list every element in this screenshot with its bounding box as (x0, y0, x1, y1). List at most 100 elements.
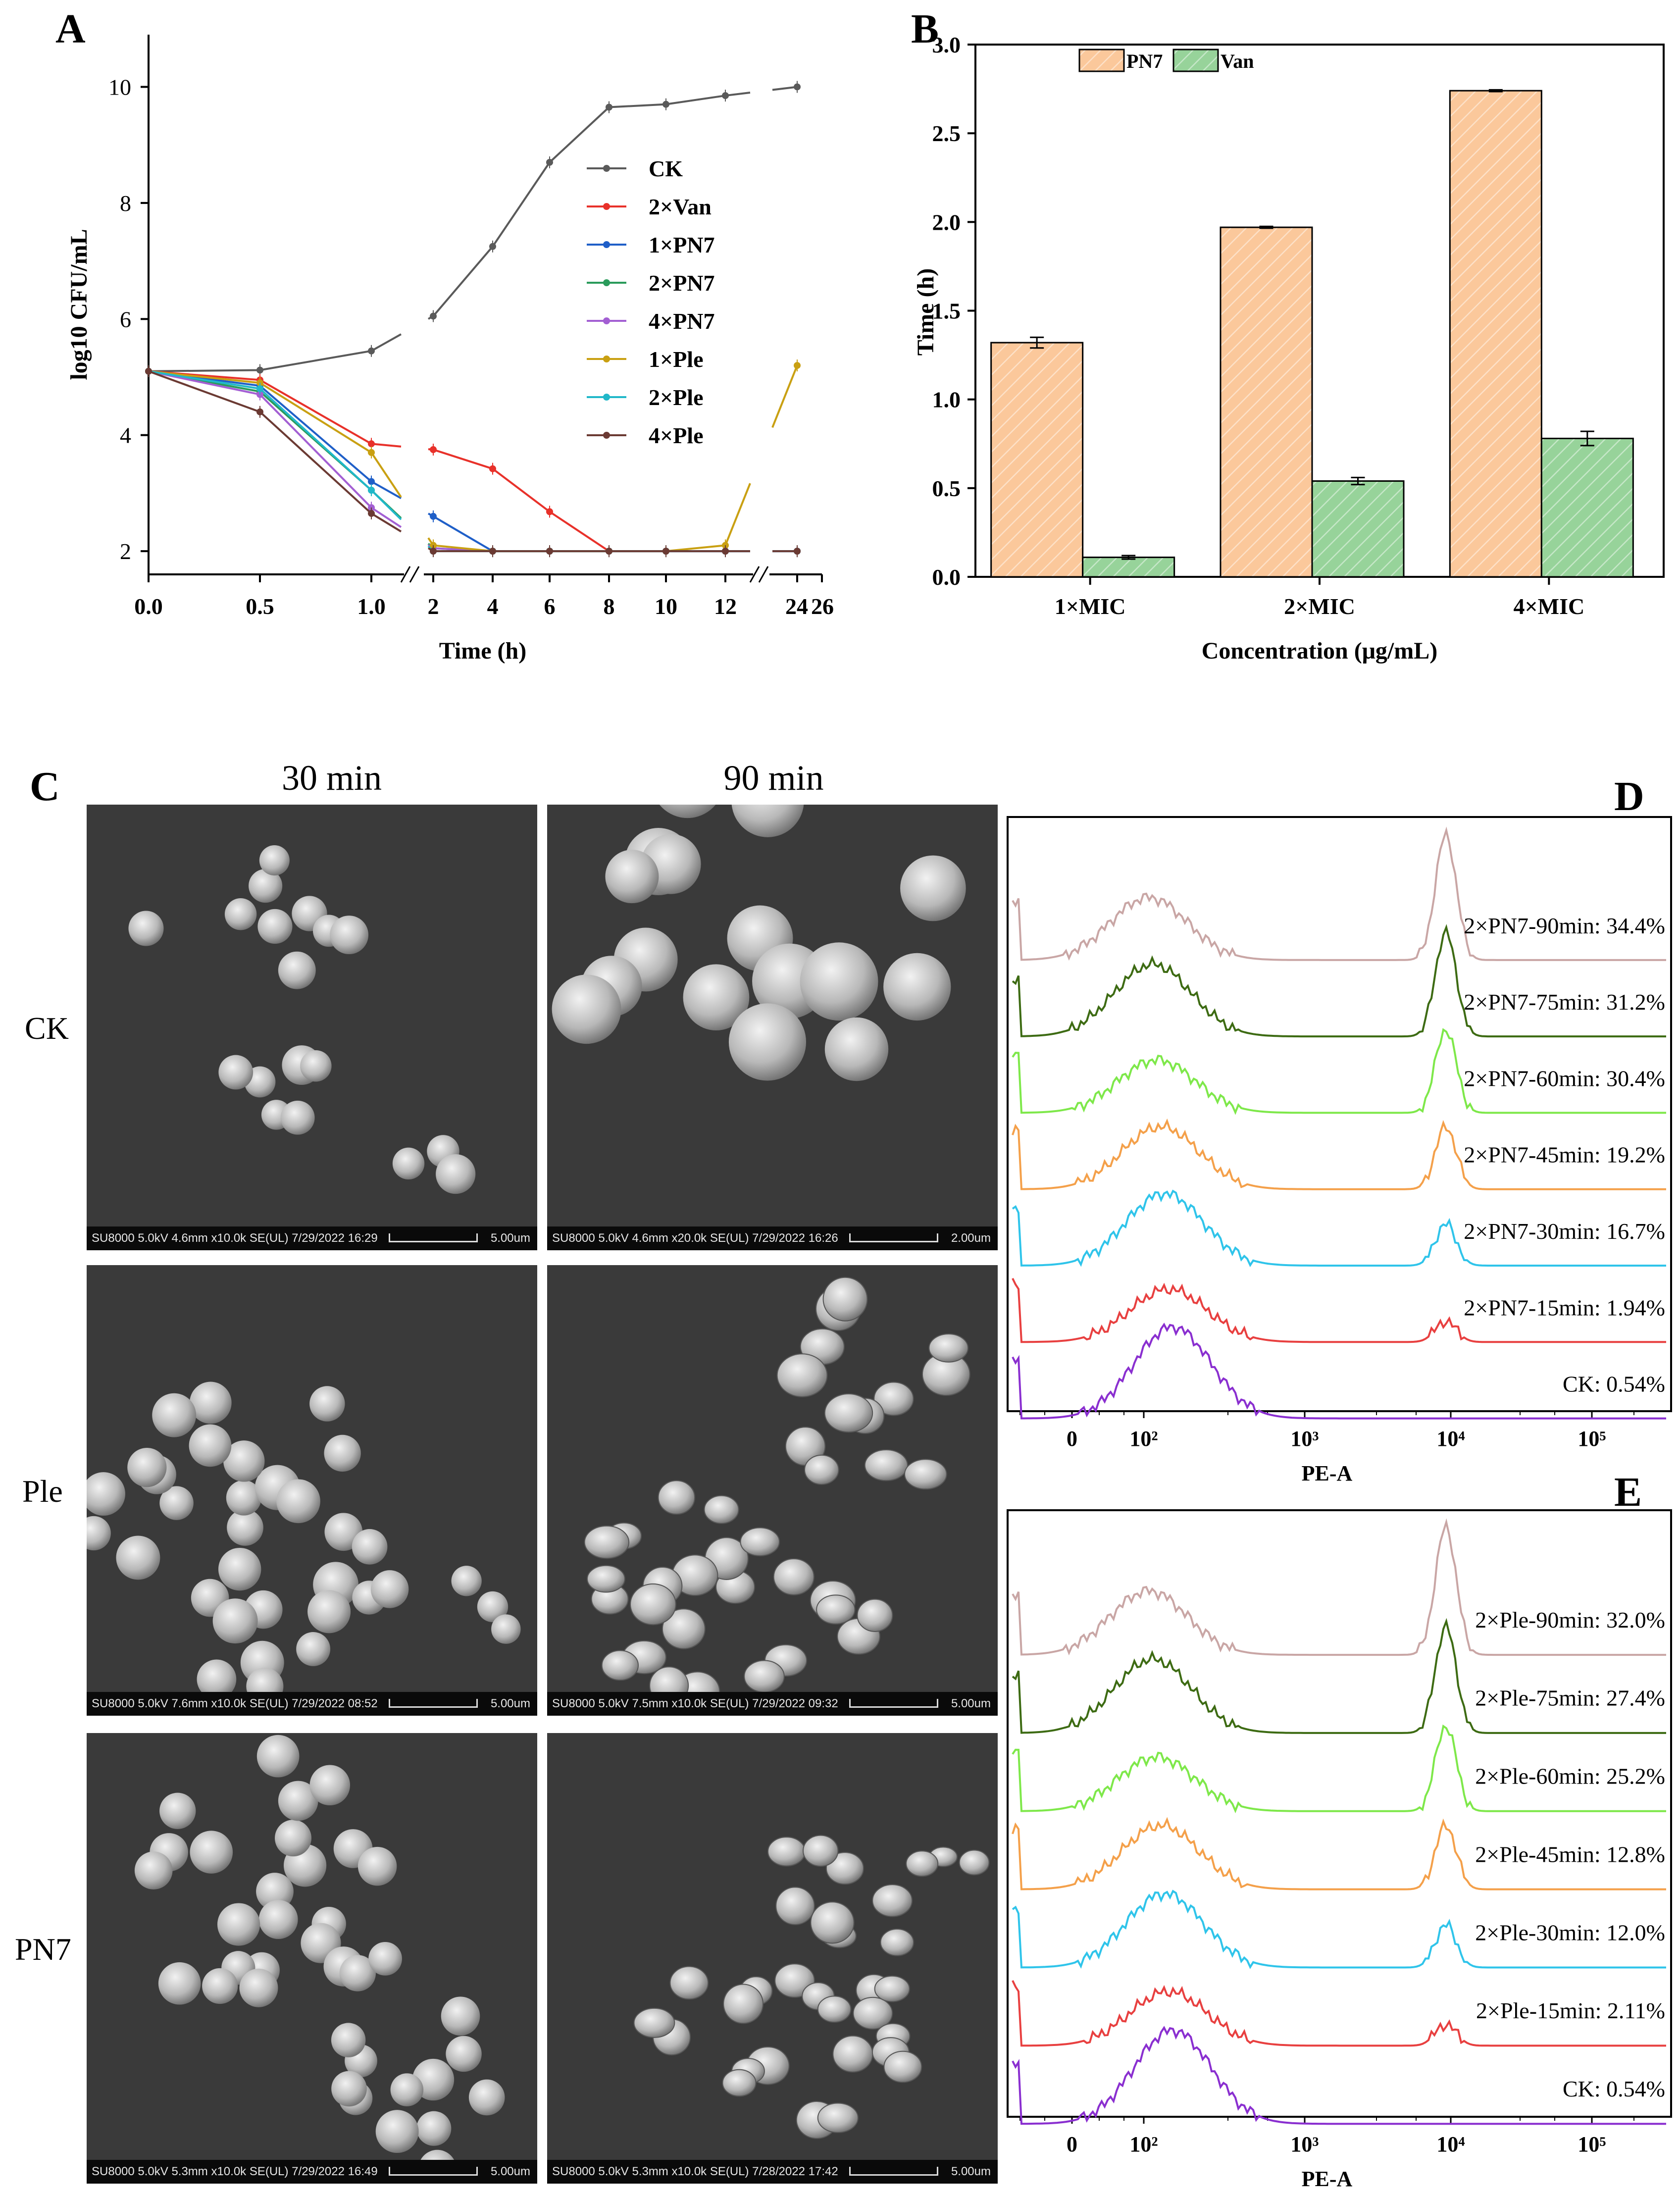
x-tick-label: 26 (811, 594, 834, 619)
sem-info-text: SU8000 5.0kV 7.6mm x10.0k SE(UL) 7/29/20… (92, 1697, 378, 1710)
bar-PN7-1×MIC (990, 342, 1084, 578)
bacterial-cell (816, 1594, 856, 1625)
sem-scale-label: 2.00um (951, 1231, 991, 1245)
bacterial-cell (824, 1393, 873, 1433)
x-axis-label: Concentration (μg/mL) (1202, 638, 1437, 664)
x-axis-label: PE-A (1302, 1461, 1353, 1485)
bacterial-cell (226, 1480, 261, 1516)
y-axis-label: Time (h) (913, 268, 939, 356)
trace-label: 2×Ple-60min: 25.2% (1475, 1764, 1665, 1789)
bacterial-cell (276, 1479, 320, 1524)
histogram-trace (1012, 1618, 1666, 1734)
sem-image-pn7-90min: SU8000 5.0kV 5.3mm x10.0k SE(UL) 7/28/20… (547, 1733, 998, 2184)
sem-info-bar: SU8000 5.0kV 5.3mm x10.0k SE(UL) 7/29/20… (87, 2160, 537, 2184)
bacterial-cell (451, 1566, 482, 1596)
bacterial-cell (649, 1666, 689, 1692)
bacterial-cell (776, 1353, 828, 1397)
bar-PN7-4×MIC (1449, 90, 1542, 578)
bacterial-cell (352, 1529, 388, 1565)
bacterial-cell (256, 1735, 300, 1778)
bacterial-cell (658, 1480, 696, 1515)
bacterial-cell (330, 916, 369, 955)
bacterial-cell (659, 805, 716, 818)
x-tick-label: 10⁵ (1578, 1427, 1606, 1451)
sem-scale-label: 5.00um (490, 2165, 530, 2178)
sem-info-text: SU8000 5.0kV 5.3mm x10.0k SE(UL) 7/28/20… (552, 2165, 838, 2178)
bacterial-cell (904, 1459, 947, 1490)
trace-label: CK: 0.54% (1563, 1372, 1665, 1397)
sem-info-text: SU8000 5.0kV 4.6mm x10.0k SE(UL) 7/29/20… (92, 1231, 378, 1245)
sem-scale-label: 5.00um (951, 1697, 991, 1710)
scale-bar (849, 1233, 938, 1242)
legend-label: Van (1221, 50, 1254, 72)
y-tick-label: 10 (108, 74, 131, 100)
axis-break-mark (400, 566, 411, 583)
histogram-trace (1012, 1118, 1666, 1190)
trace-label: 2×PN7-75min: 31.2% (1464, 989, 1665, 1015)
flow-cytometry-histogram-pn7: 0 10² 10³ 10⁴ 10⁵ PE-A 2×PN7-90min: 34.4% 2×PN7… (1007, 816, 1672, 1485)
sem-micrograph (87, 1265, 537, 1692)
bacterial-cell (662, 1608, 706, 1649)
sem-column-label-90min: 90 min (723, 758, 824, 798)
bacterial-cell (87, 1516, 111, 1551)
bar-Van-4×MIC (1540, 438, 1634, 578)
bacterial-cell (159, 1792, 196, 1829)
panel-letter-c: C (30, 764, 60, 810)
bacterial-cell (87, 1472, 125, 1516)
bacterial-cell (744, 1660, 785, 1692)
bacterial-cell (390, 2073, 424, 2106)
bacterial-cell (223, 1440, 265, 1482)
sem-info-text: SU8000 5.0kV 7.5mm x10.0k SE(UL) 7/29/20… (552, 1697, 838, 1710)
bacterial-cell (127, 1447, 167, 1487)
bacterial-cell (392, 1147, 425, 1180)
x-tick-label: 24 (785, 594, 808, 619)
sem-micrograph (547, 1733, 998, 2160)
histogram-trace (1012, 1518, 1666, 1656)
trace-label: 2×Ple-75min: 27.4% (1475, 1685, 1665, 1711)
plot-frame (1007, 1509, 1672, 2118)
y-tick-label: 0.5 (932, 476, 961, 501)
y-tick-label: 6 (120, 306, 131, 332)
series-CK: CK (145, 81, 801, 377)
y-tick-label: 0.0 (932, 564, 961, 590)
bacterial-cell (296, 1632, 331, 1666)
bacterial-cell (817, 1995, 852, 2023)
bacterial-cell (202, 1968, 238, 2004)
legend-marker (603, 241, 610, 248)
bacterial-cell (278, 951, 316, 989)
histogram-trace (1012, 2026, 1666, 2125)
bacterial-cell (824, 1017, 889, 1081)
x-tick-label: 2×MIC (1284, 594, 1355, 619)
y-tick-label: 2 (120, 539, 131, 564)
bacterial-cell (900, 855, 966, 921)
x-tick-label: 0.0 (134, 594, 163, 619)
panel-letter-b: B (911, 6, 939, 52)
bacterial-cell (584, 1525, 630, 1559)
y-tick-label: 4 (120, 423, 131, 448)
sem-image-ple-30min: SU8000 5.0kV 7.6mm x10.0k SE(UL) 7/29/20… (87, 1265, 537, 1716)
bacterial-cell (280, 1100, 315, 1135)
histogram-trace (1012, 1323, 1666, 1420)
x-axis-label: PE-A (1302, 2167, 1353, 2191)
flow-cytometry-histogram-ple: 0 10² 10³ 10⁴ 10⁵ PE-A 2×Ple-90min: 32.0% 2×Ple… (1007, 1509, 1672, 2191)
bacterial-cell (552, 974, 621, 1044)
sem-info-text: SU8000 5.0kV 5.3mm x10.0k SE(UL) 7/29/20… (92, 2165, 378, 2178)
bacterial-cell (197, 1659, 237, 1692)
bacterial-cell (468, 2079, 505, 2116)
bacterial-cell (587, 1565, 625, 1593)
scale-bar (849, 1699, 938, 1708)
bacterial-cell (309, 1765, 351, 1806)
legend-marker (603, 356, 610, 362)
bacterial-cell (357, 1846, 397, 1886)
sem-micrograph (87, 805, 537, 1226)
legend-label: 2×Van (649, 194, 712, 219)
bacterial-cell (436, 1154, 476, 1194)
legend-label: 4×PN7 (649, 308, 715, 334)
y-tick-label: 8 (120, 191, 131, 216)
bacterial-cell (116, 1535, 160, 1580)
legend-swatch (1172, 49, 1219, 72)
trace-label: 2×Ple-15min: 2.11% (1476, 1998, 1665, 2023)
trace-label: 2×PN7-90min: 34.4% (1464, 913, 1665, 938)
x-tick-label: 2 (428, 594, 439, 619)
bacterial-cell (880, 1928, 915, 1956)
